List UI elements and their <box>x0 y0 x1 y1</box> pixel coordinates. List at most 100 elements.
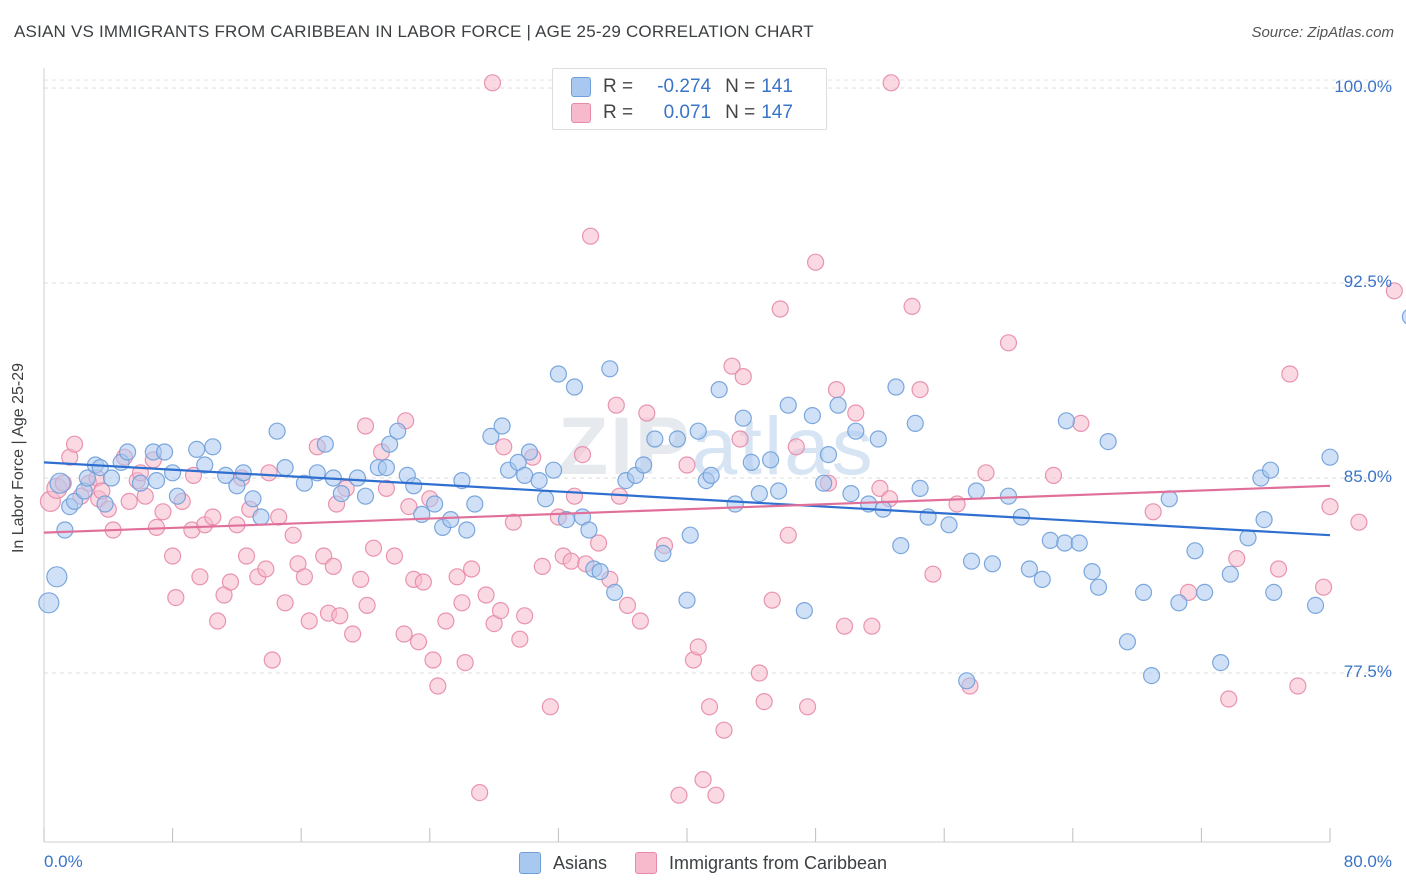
asians-point-129 <box>1265 583 1283 602</box>
y-tick-label-2: 92.5% <box>1343 272 1392 291</box>
caribbean-point-36 <box>276 594 294 612</box>
caribbean-point-134 <box>1314 578 1333 596</box>
caribbean-point-53 <box>385 547 404 565</box>
legend-label-caribbean: Immigrants from Caribbean <box>668 852 888 873</box>
caribbean-point-106 <box>763 591 781 609</box>
caribbean-point-115 <box>863 617 881 635</box>
caribbean-point-119 <box>911 381 929 399</box>
asians-point-14 <box>147 472 166 490</box>
caribbean-point-89 <box>618 596 637 615</box>
caribbean-point-143 <box>356 417 375 435</box>
caribbean-point-67 <box>471 783 489 802</box>
caribbean-point-124 <box>999 334 1018 352</box>
caribbean-point-90 <box>631 612 649 630</box>
caribbean-point-93 <box>670 786 688 804</box>
asians-point-115 <box>1099 433 1117 451</box>
legend-item-caribbean[interactable]: Immigrants from Caribbean <box>634 852 888 874</box>
caribbean-point-34 <box>263 651 281 669</box>
stats-swatch-asians <box>571 77 591 97</box>
asians-point-138 <box>96 495 114 513</box>
caribbean-point-27 <box>221 573 240 591</box>
asians-point-79 <box>734 409 752 427</box>
caribbean-point-60 <box>424 651 442 669</box>
asians-point-81 <box>750 485 768 503</box>
caribbean-point-64 <box>453 594 471 612</box>
caribbean-point-91 <box>638 404 656 422</box>
asians-point-93 <box>869 430 887 448</box>
asians-point-0 <box>38 592 60 614</box>
asians-point-130 <box>1306 596 1325 615</box>
legend-swatch-asians <box>518 852 541 874</box>
asians-point-52 <box>516 466 534 484</box>
legend-item-asians[interactable]: Asians <box>518 852 607 874</box>
asians-point-132 <box>1401 309 1406 325</box>
asians-point-101 <box>958 672 976 690</box>
caribbean-point-61 <box>429 677 447 695</box>
caribbean-point-120 <box>924 565 942 583</box>
caribbean-point-97 <box>694 770 712 789</box>
caribbean-point-58 <box>414 573 432 591</box>
caribbean-point-49 <box>358 596 376 615</box>
asians-point-104 <box>983 555 1002 573</box>
caribbean-point-68 <box>477 586 495 604</box>
y-tick-label-0: 77.5% <box>1343 662 1392 681</box>
asians-point-107 <box>1020 560 1038 578</box>
r-label: R = <box>603 102 634 123</box>
asians-point-96 <box>892 536 910 555</box>
gridlines <box>44 79 1396 674</box>
asians-point-49 <box>493 417 511 435</box>
asians-point-111 <box>1057 412 1075 430</box>
asians-point-32 <box>332 485 350 503</box>
asians-point-72 <box>678 591 696 609</box>
caribbean-point-108 <box>779 526 797 544</box>
asians-point-18 <box>188 440 206 458</box>
caribbean-point-137 <box>1385 282 1403 300</box>
caribbean-point-135 <box>1321 498 1339 516</box>
asians-point-74 <box>689 422 707 440</box>
asians-point-123 <box>1212 653 1230 672</box>
series-caribbean <box>39 74 1403 804</box>
asians-point-86 <box>803 407 821 425</box>
caribbean-point-30 <box>237 547 256 565</box>
asians-point-17 <box>168 487 187 505</box>
asians-point-122 <box>1196 583 1214 602</box>
asians-point-54 <box>530 472 548 490</box>
asians-point-98 <box>911 479 929 497</box>
x-tick-max: 80.0% <box>1343 852 1392 871</box>
caribbean-point-133 <box>1289 677 1307 695</box>
asians-point-55 <box>536 490 555 508</box>
caribbean-point-103 <box>734 368 752 386</box>
asians-point-137 <box>49 472 71 494</box>
caribbean-point-12 <box>120 492 138 510</box>
asians-point-113 <box>1083 562 1101 581</box>
asians-point-117 <box>1134 583 1153 602</box>
asians-point-76 <box>702 466 720 484</box>
caribbean-point-54 <box>395 625 413 643</box>
caribbean-point-73 <box>511 630 529 648</box>
caribbean-point-35 <box>270 508 288 526</box>
asians-point-11 <box>118 443 137 461</box>
asians-point-120 <box>1170 594 1188 612</box>
caribbean-point-18 <box>164 547 182 565</box>
asians-point-33 <box>348 469 367 487</box>
caribbean-point-146 <box>806 253 825 271</box>
caribbean-point-101 <box>723 357 741 375</box>
asians-point-88 <box>819 446 838 464</box>
asians-point-2 <box>56 521 74 539</box>
y-tick-label-1: 85.0% <box>1343 467 1392 486</box>
caribbean-point-114 <box>847 404 865 422</box>
legend-swatch-caribbean <box>634 852 657 874</box>
asians-point-71 <box>668 430 686 448</box>
asians-point-25 <box>252 508 270 526</box>
caribbean-point-76 <box>533 557 551 576</box>
asians-point-68 <box>634 456 653 474</box>
asians-point-91 <box>847 422 865 440</box>
asians-point-112 <box>1070 534 1088 552</box>
asians-point-70 <box>654 544 672 563</box>
caribbean-trend-line <box>43 484 1331 534</box>
caribbean-point-45 <box>331 607 349 625</box>
caribbean-point-77 <box>541 698 559 716</box>
caribbean-point-113 <box>835 617 854 635</box>
asians-point-20 <box>204 438 222 456</box>
asians-point-48 <box>482 427 500 445</box>
